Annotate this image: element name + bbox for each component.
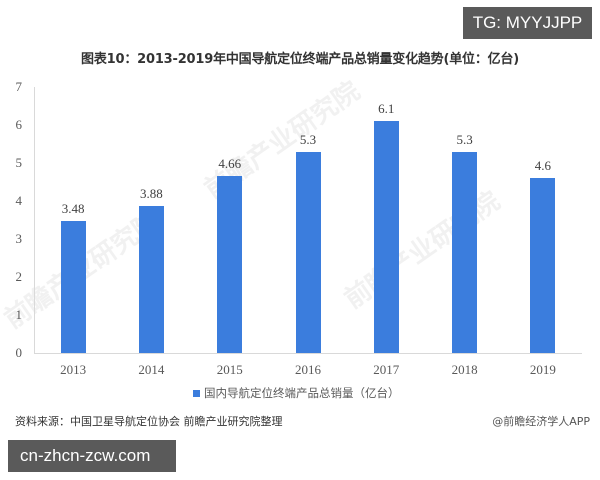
- bar-2017: [373, 121, 399, 353]
- data-label: 4.6: [534, 158, 551, 174]
- y-tick-label: 5: [15, 155, 23, 170]
- y-tick-label: 6: [15, 117, 23, 132]
- y-tick-label: 7: [15, 79, 23, 94]
- legend: 国内导航定位终端产品总销量（亿台）: [193, 385, 400, 401]
- legend-label: 国内导航定位终端产品总销量（亿台）: [204, 386, 400, 400]
- x-tick-label: 2017: [373, 362, 400, 377]
- data-label: 6.1: [378, 101, 395, 117]
- plot-area: 3.48 3.88 4.66 5.3 6.1 5.3 4.6: [34, 87, 582, 353]
- x-tick-label: 2019: [529, 362, 556, 377]
- y-tick-label: 0: [15, 345, 23, 360]
- chart-title: 图表10：2013-2019年中国导航定位终端产品总销量变化趋势(单位：亿台): [81, 52, 519, 67]
- legend-swatch: [193, 389, 200, 397]
- x-tick-label: 2016: [295, 362, 321, 377]
- y-tick-label: 4: [15, 193, 23, 208]
- bar-2015: [217, 175, 243, 353]
- data-label: 5.3: [299, 131, 317, 147]
- bar-2019: [530, 178, 556, 353]
- site-badge: cn-zhcn-zcw.com: [8, 440, 176, 472]
- y-tick-label: 3: [15, 231, 23, 246]
- bar-2014: [138, 205, 164, 353]
- x-tick-label: 2013: [60, 362, 87, 377]
- credit-note: @前瞻经济学人APP: [492, 415, 590, 428]
- y-axis-line: [34, 87, 35, 353]
- data-label: 3.88: [140, 185, 163, 201]
- x-tick-label: 2014: [138, 362, 165, 377]
- data-label: 4.66: [218, 155, 242, 171]
- bar-2016: [295, 151, 321, 353]
- bar-2013: [60, 220, 86, 353]
- x-tick-label: 2015: [216, 362, 243, 377]
- data-label: 5.3: [456, 131, 473, 147]
- data-label: 3.48: [61, 200, 85, 216]
- y-tick-label: 2: [15, 269, 23, 284]
- x-tick-label: 2018: [451, 362, 478, 377]
- bar-2018: [452, 151, 478, 353]
- y-tick-label: 1: [15, 307, 23, 322]
- source-note: 资料来源：中国卫星导航定位协会 前瞻产业研究院整理: [15, 415, 283, 428]
- telegram-badge: TG: MYYJJPP: [463, 7, 592, 39]
- x-axis-line: [34, 353, 582, 354]
